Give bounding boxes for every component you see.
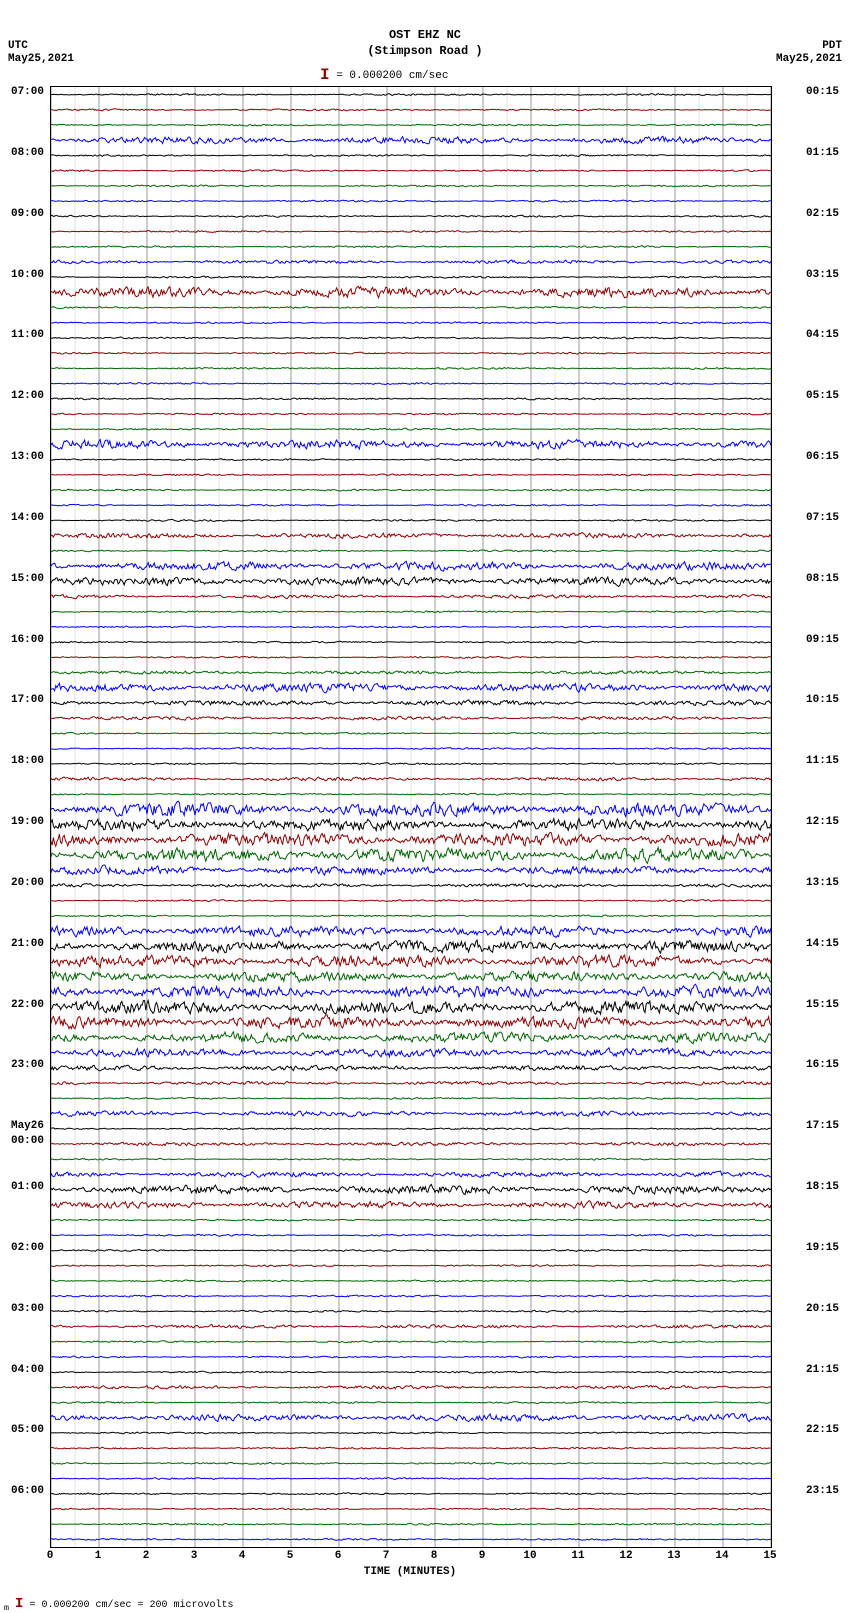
right-time-label: 09:15: [806, 634, 839, 646]
left-time-label: 15:00: [11, 573, 44, 585]
seismogram-plot: [50, 86, 772, 1548]
right-time-label: 16:15: [806, 1059, 839, 1071]
x-tick: 6: [335, 1550, 342, 1562]
right-time-label: 22:15: [806, 1424, 839, 1436]
right-time-label: 19:15: [806, 1242, 839, 1254]
x-tick: 1: [95, 1550, 102, 1562]
x-tick: 10: [523, 1550, 536, 1562]
scale-indicator: I = 0.000200 cm/sec: [320, 66, 448, 84]
right-time-label: 18:15: [806, 1181, 839, 1193]
x-tick: 8: [431, 1550, 438, 1562]
footer-scale: m I = 0.000200 cm/sec = 200 microvolts: [4, 1596, 233, 1613]
left-time-label: 19:00: [11, 816, 44, 828]
x-tick: 14: [715, 1550, 728, 1562]
right-time-label: 10:15: [806, 694, 839, 706]
x-tick: 2: [143, 1550, 150, 1562]
right-time-label: 01:15: [806, 147, 839, 159]
right-time-label: 06:15: [806, 451, 839, 463]
x-tick: 3: [191, 1550, 198, 1562]
left-time-label: 21:00: [11, 938, 44, 950]
left-time-label: 04:00: [11, 1364, 44, 1376]
left-time-label: May26: [11, 1120, 44, 1132]
seismogram-container: OST EHZ NC (Stimpson Road ) UTC May25,20…: [0, 0, 850, 1613]
right-time-label: 03:15: [806, 269, 839, 281]
tz-right-date: May25,2021: [776, 53, 842, 66]
left-time-label: 00:00: [11, 1135, 44, 1147]
footer-scale-bar-icon: I: [15, 1596, 23, 1612]
tz-right-label: PDT: [776, 40, 842, 53]
right-time-label: 00:15: [806, 86, 839, 98]
left-time-label: 18:00: [11, 755, 44, 767]
station-location: (Stimpson Road ): [0, 44, 850, 60]
left-time-label: 02:00: [11, 1242, 44, 1254]
x-tick: 9: [479, 1550, 486, 1562]
timezone-right: PDT May25,2021: [776, 40, 842, 66]
tz-left-label: UTC: [8, 40, 74, 53]
left-time-label: 11:00: [11, 329, 44, 341]
x-tick: 11: [571, 1550, 584, 1562]
right-time-label: 14:15: [806, 938, 839, 950]
left-time-label: 01:00: [11, 1181, 44, 1193]
scale-value: = 0.000200 cm/sec: [336, 70, 448, 82]
left-time-label: 17:00: [11, 694, 44, 706]
left-time-label: 23:00: [11, 1059, 44, 1071]
left-time-label: 12:00: [11, 390, 44, 402]
x-axis-label: TIME (MINUTES): [364, 1566, 456, 1578]
footer-scale-text: = 0.000200 cm/sec = 200 microvolts: [29, 1600, 233, 1611]
right-time-label: 02:15: [806, 208, 839, 220]
plot-svg: [51, 87, 771, 1547]
left-time-label: 22:00: [11, 999, 44, 1011]
timezone-left: UTC May25,2021: [8, 40, 74, 66]
left-time-label: 20:00: [11, 877, 44, 889]
right-time-labels: 00:15 01:15 02:15 03:15 04:15 05:15 06:15 07:15…: [802, 86, 850, 1546]
left-time-label: 13:00: [11, 451, 44, 463]
left-time-label: 08:00: [11, 147, 44, 159]
x-tick: 0: [47, 1550, 54, 1562]
right-time-label: 11:15: [806, 755, 839, 767]
right-time-label: 08:15: [806, 573, 839, 585]
right-time-label: 12:15: [806, 816, 839, 828]
left-time-label: 09:00: [11, 208, 44, 220]
right-time-label: 05:15: [806, 390, 839, 402]
left-time-label: 06:00: [11, 1485, 44, 1497]
header: OST EHZ NC (Stimpson Road ): [0, 0, 850, 59]
right-time-label: 20:15: [806, 1303, 839, 1315]
left-time-label: 14:00: [11, 512, 44, 524]
right-time-label: 15:15: [806, 999, 839, 1011]
left-time-label: 16:00: [11, 634, 44, 646]
tz-left-date: May25,2021: [8, 53, 74, 66]
left-time-label: 07:00: [11, 86, 44, 98]
right-time-label: 07:15: [806, 512, 839, 524]
x-tick: 7: [383, 1550, 390, 1562]
right-time-label: 21:15: [806, 1364, 839, 1376]
left-time-label: 03:00: [11, 1303, 44, 1315]
x-tick: 5: [287, 1550, 294, 1562]
left-time-label: 10:00: [11, 269, 44, 281]
footer-sub-icon: m: [4, 1603, 9, 1613]
x-tick: 13: [667, 1550, 680, 1562]
left-time-label: 05:00: [11, 1424, 44, 1436]
x-tick: 15: [763, 1550, 776, 1562]
x-tick: 4: [239, 1550, 246, 1562]
left-time-labels: 07:00 08:00 09:00 10:00 11:00 12:00 13:00 14:00…: [0, 86, 48, 1546]
x-tick: 12: [619, 1550, 632, 1562]
right-time-label: 23:15: [806, 1485, 839, 1497]
scale-bar-icon: I: [320, 66, 330, 84]
right-time-label: 04:15: [806, 329, 839, 341]
right-time-label: 13:15: [806, 877, 839, 889]
x-axis: TIME (MINUTES) 0123456789101112131415: [50, 1548, 770, 1588]
right-time-label: 17:15: [806, 1120, 839, 1132]
station-code: OST EHZ NC: [0, 28, 850, 44]
